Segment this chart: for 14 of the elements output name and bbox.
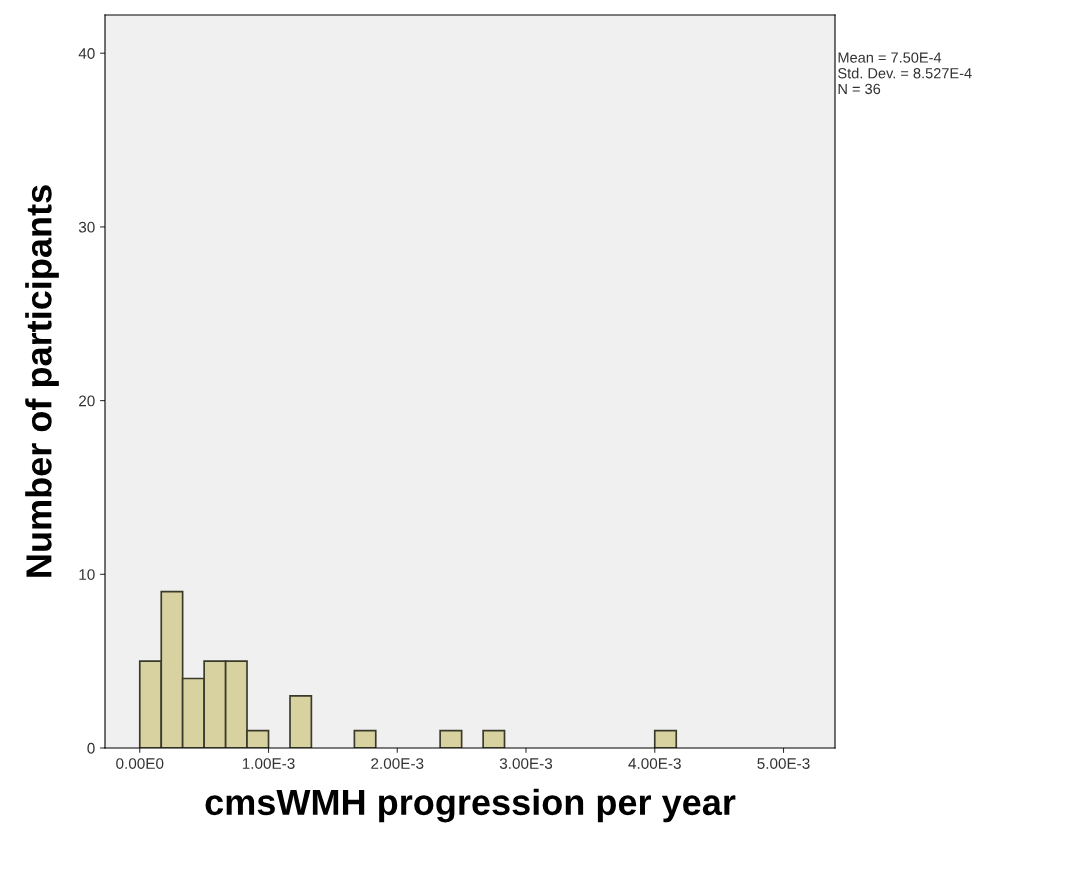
text: Mean = 7.50E-4 Std. Dev. = 8.527E-4 N = 36	[838, 52, 972, 95]
y-tick-label: 20	[79, 395, 95, 407]
x-axis-title: cmsWMH progression per year	[205, 788, 736, 823]
y-tick-label: 30	[78, 221, 95, 233]
x-tick-label: 5.00E-3	[757, 758, 810, 769]
y-tick-label: 10	[79, 569, 95, 580]
x-tick-label: 2.00E-3	[371, 758, 424, 769]
y-tick-label: 40	[78, 48, 95, 59]
y-tick-label: 0	[87, 742, 95, 754]
y-axis-title: Number of participants	[25, 185, 59, 577]
x-tick-label: 3.00E-3	[499, 758, 553, 769]
x-tick-label: 0.00E0	[116, 758, 164, 769]
x-tick-label: 1.00E-3	[242, 758, 295, 769]
x-tick-label: 4.00E-3	[628, 758, 681, 769]
